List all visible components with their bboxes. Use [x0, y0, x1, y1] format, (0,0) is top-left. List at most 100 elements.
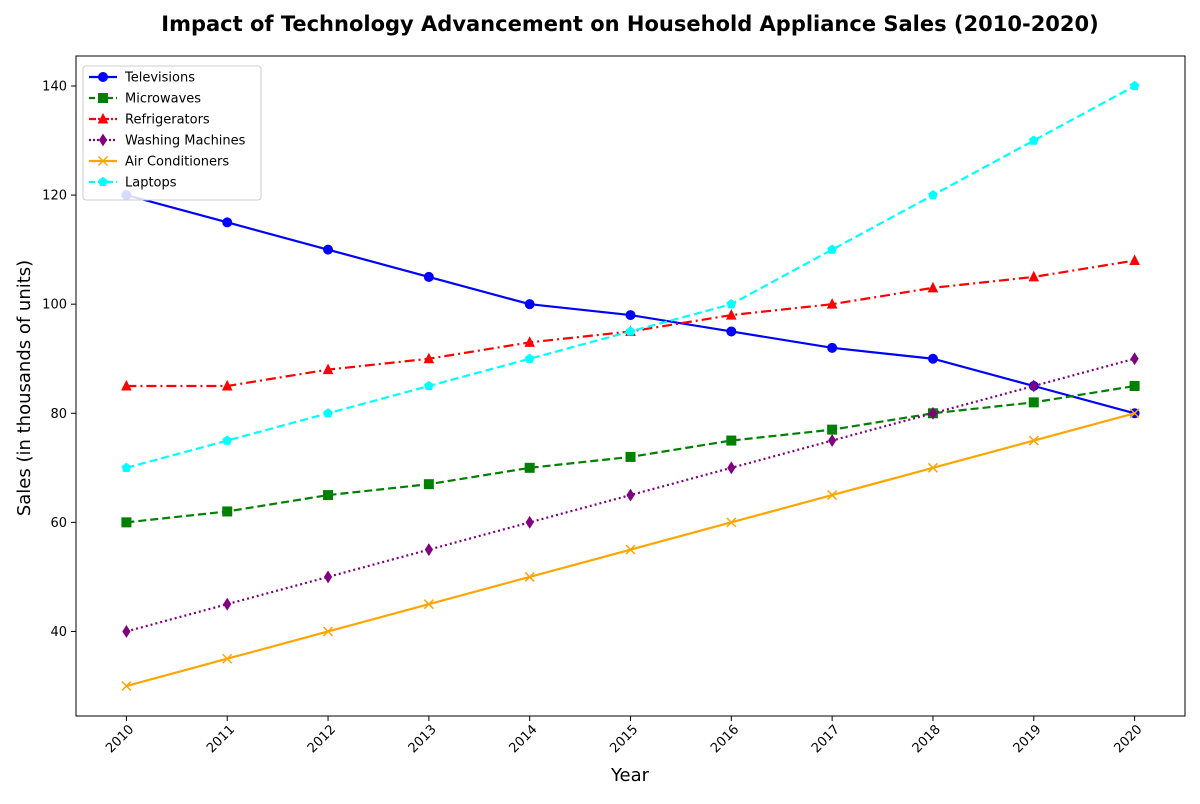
legend-box: [82, 65, 262, 201]
x-tick-label: 2017: [809, 722, 843, 756]
data-point-laptops: [1129, 80, 1140, 91]
data-point-washing-machines: [122, 625, 131, 638]
x-marker-stroke: [1129, 408, 1140, 419]
data-point-televisions: [827, 342, 838, 353]
data-point-air-conditioners: [222, 653, 233, 664]
data-point-washing-machines: [928, 406, 938, 420]
data-point-microwaves: [625, 451, 636, 462]
data-point-air-conditioners: [323, 626, 334, 637]
legend-label: Televisions: [124, 71, 195, 86]
data-point-refrigerators: [1028, 270, 1040, 282]
data-point-air-conditioners: [927, 462, 938, 473]
legend-label: Washing Machines: [125, 134, 246, 149]
data-point-microwaves: [524, 462, 535, 473]
data-point-washing-machines: [223, 597, 232, 611]
y-tick-label: 60: [50, 516, 67, 531]
data-point-air-conditioners: [1129, 408, 1140, 419]
x-tick-label: 2020: [1111, 722, 1145, 756]
x-tick-label: 2015: [607, 722, 641, 756]
x-axis-label: Year: [610, 765, 650, 786]
legend: Televisions Microwaves Refrigerators Washin…: [82, 65, 262, 201]
data-point-washing-machines: [828, 434, 837, 447]
data-point-televisions: [423, 271, 434, 282]
data-point-microwaves: [726, 435, 737, 446]
data-point-air-conditioners: [625, 544, 636, 555]
x-marker-stroke: [222, 653, 233, 664]
series-televisions: [121, 190, 1140, 419]
data-point-refrigerators: [1129, 254, 1140, 266]
legend-marker: [97, 155, 109, 167]
data-point-washing-machines: [525, 515, 534, 529]
y-tick-label: 40: [50, 625, 67, 640]
x-tick-label: 2013: [406, 722, 440, 756]
series-laptops: [121, 80, 1140, 472]
data-point-refrigerators: [927, 281, 939, 293]
x-tick-label: 2012: [305, 722, 339, 756]
series-air-conditioners: [121, 408, 1140, 692]
x-marker-stroke: [121, 680, 132, 692]
x-tick-label: 2014: [507, 722, 541, 756]
x-tick-label: 2010: [103, 722, 137, 756]
x-tick-label: 2018: [910, 722, 944, 756]
legend-label: Laptops: [125, 176, 177, 191]
data-point-washing-machines: [727, 461, 736, 475]
data-point-microwaves: [121, 517, 132, 528]
y-tick-label: 80: [50, 407, 67, 422]
series-line-refrigerators: [126, 259, 1135, 388]
data-point-refrigerators: [423, 352, 435, 364]
data-point-televisions: [222, 217, 233, 228]
x-tick-label: 2016: [708, 722, 742, 756]
x-marker-stroke: [97, 155, 109, 167]
data-point-air-conditioners: [121, 680, 132, 692]
data-point-washing-machines: [626, 488, 635, 502]
data-point-laptops: [1028, 135, 1039, 145]
data-point-laptops: [524, 353, 535, 363]
legend-label: Refrigerators: [125, 113, 210, 128]
series-washing-machines: [122, 352, 1139, 638]
data-point-televisions: [726, 326, 737, 337]
series-refrigerators: [121, 254, 1140, 391]
data-point-microwaves: [1028, 397, 1039, 408]
x-marker-stroke: [625, 544, 636, 555]
series-line-laptops: [126, 85, 1136, 469]
x-marker-stroke: [726, 517, 737, 528]
x-marker-stroke: [423, 599, 434, 610]
data-point-air-conditioners: [726, 517, 737, 528]
data-point-microwaves: [827, 424, 838, 435]
x-marker-stroke: [827, 490, 838, 501]
data-point-laptops: [625, 326, 636, 336]
legend-label: Microwaves: [125, 92, 201, 107]
data-point-laptops: [121, 462, 132, 472]
data-point-washing-machines: [424, 543, 433, 557]
data-point-televisions: [524, 299, 535, 310]
legend-marker: [98, 93, 108, 103]
data-point-refrigerators: [322, 363, 334, 375]
legend-marker: [98, 72, 108, 82]
legend-item-televisions: Televisions: [89, 71, 195, 86]
x-marker-stroke: [1028, 435, 1039, 446]
y-tick-label: 100: [42, 298, 67, 313]
series-line-televisions: [126, 194, 1135, 415]
legend-marker: [98, 133, 108, 147]
data-point-air-conditioners: [827, 490, 838, 501]
legend-marker: [98, 176, 108, 187]
data-point-microwaves: [1129, 381, 1140, 391]
x-marker-stroke: [927, 462, 938, 473]
data-point-laptops: [323, 408, 333, 418]
data-point-laptops: [222, 435, 233, 445]
legend-label: Air Conditioners: [125, 155, 229, 170]
y-tick-label: 120: [42, 189, 67, 204]
data-point-refrigerators: [726, 308, 737, 320]
data-point-televisions: [625, 310, 636, 321]
data-point-laptops: [827, 244, 838, 254]
legend-item-microwaves: Microwaves: [89, 92, 201, 107]
x-marker-stroke: [524, 571, 535, 582]
data-point-microwaves: [423, 479, 434, 490]
series-line-washing-machines: [126, 357, 1135, 633]
x-tick-label: 2011: [204, 722, 238, 756]
data-point-microwaves: [222, 506, 233, 517]
data-point-air-conditioners: [1028, 435, 1039, 446]
data-point-refrigerators: [826, 298, 838, 309]
